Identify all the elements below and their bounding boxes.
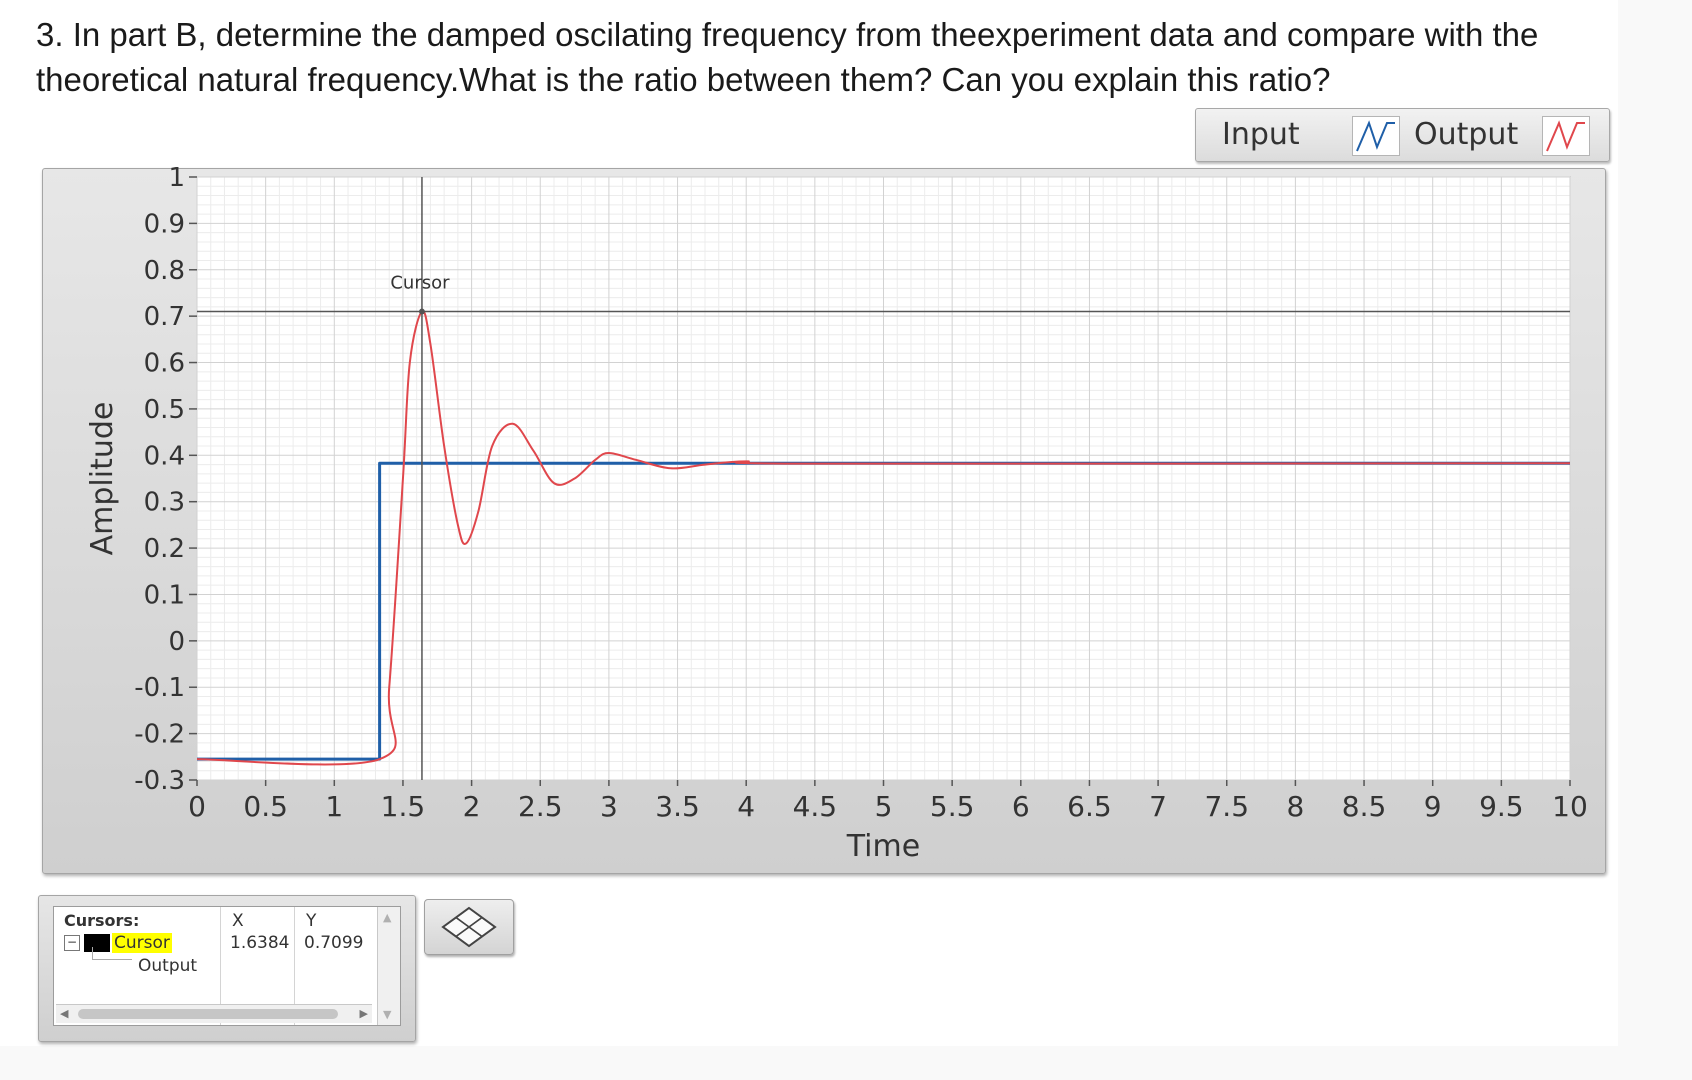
legend-output-swatch[interactable]: [1542, 116, 1590, 156]
y-tick-label: -0.2: [134, 720, 185, 750]
cursor-point[interactable]: [418, 308, 425, 315]
tree-line: [92, 959, 132, 960]
cursor-y-value[interactable]: 0.7099: [304, 933, 364, 953]
y-tick-label: 0: [168, 627, 185, 657]
cursor-movement-tool-button[interactable]: [424, 899, 514, 955]
column-x-header: X: [232, 911, 244, 931]
cursor-legend-panel: Cursors: X Y − Cursor 1.6384 0.7099 Outp…: [38, 895, 416, 1042]
major-grid: [196, 176, 1571, 781]
series-group: [196, 310, 1571, 766]
y-tick-label: 0.7: [144, 302, 185, 332]
cursors-title: Cursors:: [64, 911, 140, 930]
collapse-toggle-icon[interactable]: −: [64, 935, 80, 951]
cursor-color-swatch[interactable]: [84, 934, 110, 952]
scroll-right-arrow-icon[interactable]: ▶: [359, 1007, 368, 1020]
y-tick-label: -0.1: [134, 673, 185, 703]
x-tick-label: 4: [737, 790, 755, 823]
question-line-2: theoretical natural frequency.What is th…: [36, 61, 1331, 98]
output-series-line: [196, 310, 1571, 766]
x-tick-label: 3.5: [655, 790, 700, 823]
x-tick-label: 1: [325, 790, 343, 823]
cursor-label: Cursor: [390, 273, 450, 294]
x-tick-label: 2: [463, 790, 481, 823]
y-tick-label: 0.4: [144, 441, 185, 471]
x-tick-label: 2.5: [518, 790, 563, 823]
vertical-scrollbar[interactable]: ▲ ▼: [377, 907, 400, 1025]
x-tick-label: 1.5: [381, 790, 426, 823]
scroll-left-arrow-icon[interactable]: ◀: [60, 1007, 69, 1020]
cursor-group[interactable]: Cursor: [197, 177, 1570, 780]
y-tick-labels: 1 0.9 0.8 0.7 0.6 0.5 0.4 0.3 0.2 0.1 0 -0.1 -0.2 -0.…: [134, 163, 197, 796]
x-tick-label: 7.5: [1204, 790, 1249, 823]
y-tick-label: 0.6: [144, 349, 185, 379]
y-tick-label: 1: [168, 163, 185, 193]
x-tick-label: 3: [600, 790, 618, 823]
y-tick-label: 0.5: [144, 395, 185, 425]
column-divider: [220, 907, 221, 1025]
legend-output-label: Output: [1414, 117, 1519, 152]
x-tick-label: 9.5: [1479, 790, 1524, 823]
column-y-header: Y: [306, 911, 317, 931]
question-text: 3. In part B, determine the damped oscil…: [36, 12, 1636, 102]
x-tick-label: 9: [1424, 790, 1442, 823]
x-tick-labels: 0 0.5 1 1.5 2 2.5 3 3.5 4 4.5 5 5.5 6 6.5 7 7.5 8 8.5 9 9.5…: [188, 780, 1588, 823]
x-axis-label: Time: [846, 829, 920, 864]
horizontal-scrollbar[interactable]: ◀ ▶: [56, 1004, 372, 1023]
plot-legend[interactable]: Input Output: [1195, 108, 1610, 162]
cursor-x-value[interactable]: 1.6384: [230, 933, 290, 953]
tree-line: [92, 947, 93, 959]
input-line-icon: [1356, 120, 1395, 152]
x-tick-label: 8.5: [1342, 790, 1387, 823]
x-tick-label: 7: [1149, 790, 1167, 823]
legend-input-swatch[interactable]: [1352, 116, 1400, 156]
scroll-up-arrow-icon[interactable]: ▲: [383, 911, 392, 924]
legend-input-label: Input: [1222, 117, 1300, 152]
x-tick-label: 5.5: [930, 790, 975, 823]
cursor-name[interactable]: Cursor: [112, 933, 172, 953]
y-tick-label: 0.9: [144, 209, 185, 239]
x-tick-label: 0: [188, 790, 206, 823]
y-tick-label: 0.2: [144, 534, 185, 564]
y-tick-label: 0.3: [144, 488, 185, 518]
x-tick-label: 10: [1552, 790, 1588, 823]
x-tick-label: 5: [875, 790, 893, 823]
scroll-down-arrow-icon[interactable]: ▼: [383, 1008, 392, 1021]
x-tick-label: 4.5: [793, 790, 838, 823]
y-axis-label: Amplitude: [85, 402, 120, 556]
cursor-table[interactable]: Cursors: X Y − Cursor 1.6384 0.7099 Outp…: [53, 906, 401, 1026]
x-tick-label: 8: [1286, 790, 1304, 823]
cursor-plot-name: Output: [138, 956, 198, 976]
scroll-thumb[interactable]: [78, 1009, 338, 1019]
x-tick-label: 0.5: [243, 790, 288, 823]
y-tick-label: 0.8: [144, 256, 185, 286]
cursor-move-diamond-icon: [441, 906, 497, 948]
column-divider: [294, 907, 295, 1025]
x-tick-label: 6: [1012, 790, 1030, 823]
question-line-1: 3. In part B, determine the damped oscil…: [36, 16, 1539, 53]
y-tick-label: 0.1: [144, 580, 185, 610]
x-tick-label: 6.5: [1067, 790, 1112, 823]
y-tick-label: -0.3: [134, 766, 185, 796]
output-line-icon: [1546, 120, 1585, 152]
